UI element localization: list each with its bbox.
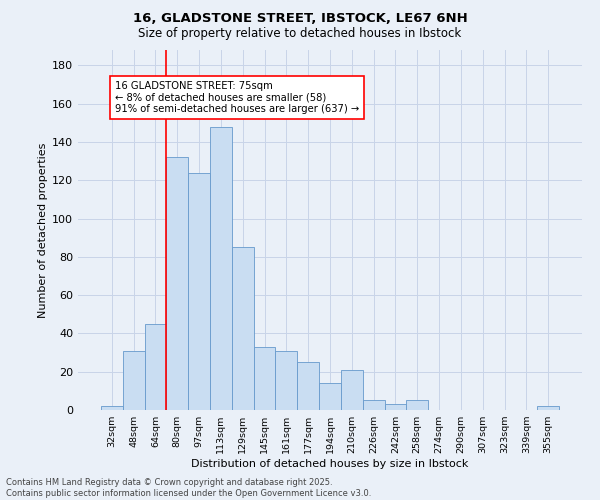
- Bar: [275, 350, 297, 410]
- Text: 16, GLADSTONE STREET, IBSTOCK, LE67 6NH: 16, GLADSTONE STREET, IBSTOCK, LE67 6NH: [133, 12, 467, 26]
- Text: Contains HM Land Registry data © Crown copyright and database right 2025.
Contai: Contains HM Land Registry data © Crown c…: [6, 478, 371, 498]
- Bar: [297, 362, 319, 410]
- Bar: [363, 400, 385, 410]
- Bar: [210, 126, 232, 410]
- Bar: [254, 347, 275, 410]
- Bar: [385, 404, 406, 410]
- Bar: [123, 350, 145, 410]
- Bar: [406, 400, 428, 410]
- Bar: [537, 406, 559, 410]
- X-axis label: Distribution of detached houses by size in Ibstock: Distribution of detached houses by size …: [191, 459, 469, 469]
- Bar: [166, 157, 188, 410]
- Bar: [145, 324, 166, 410]
- Bar: [341, 370, 363, 410]
- Bar: [319, 383, 341, 410]
- Text: 16 GLADSTONE STREET: 75sqm
← 8% of detached houses are smaller (58)
91% of semi-: 16 GLADSTONE STREET: 75sqm ← 8% of detac…: [115, 80, 359, 114]
- Text: Size of property relative to detached houses in Ibstock: Size of property relative to detached ho…: [139, 28, 461, 40]
- Y-axis label: Number of detached properties: Number of detached properties: [38, 142, 48, 318]
- Bar: [101, 406, 123, 410]
- Bar: [232, 247, 254, 410]
- Bar: [188, 172, 210, 410]
